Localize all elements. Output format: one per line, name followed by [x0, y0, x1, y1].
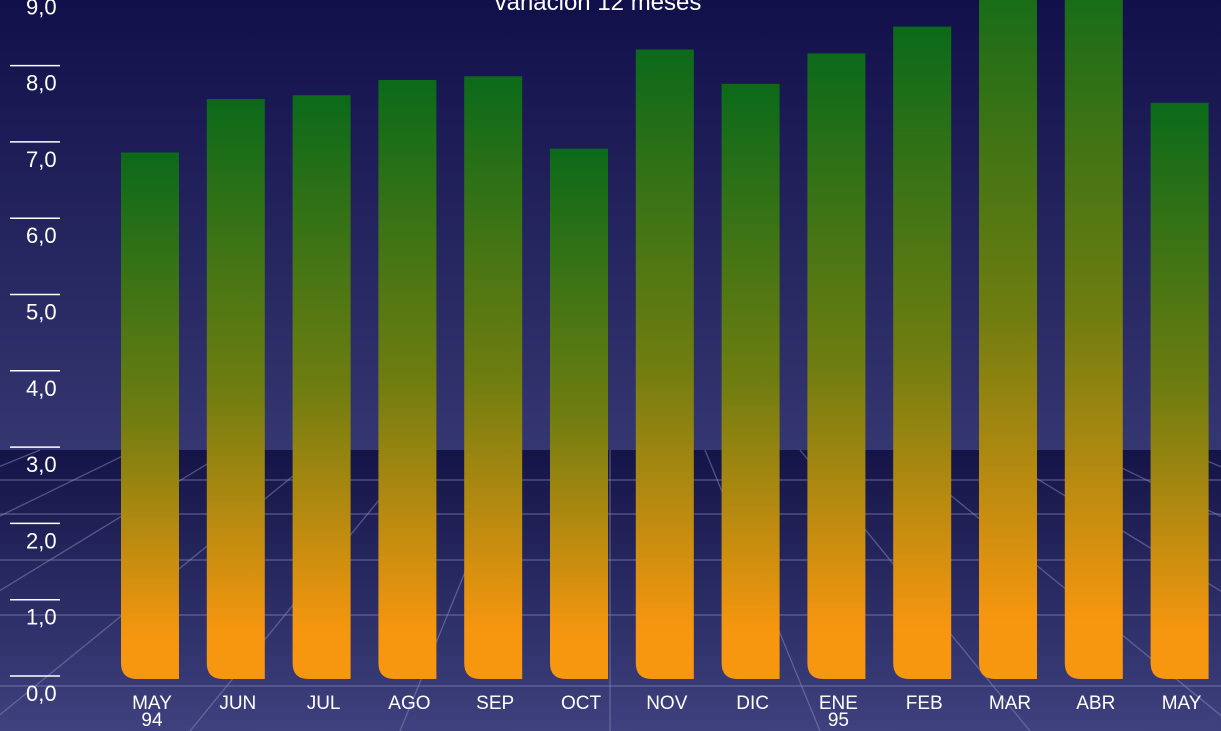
x-tick-label: DIC — [736, 693, 769, 714]
y-tick-label: 7,0 — [26, 147, 57, 172]
y-tick-label: 6,0 — [26, 223, 57, 248]
x-tick-label: 95 — [828, 710, 849, 731]
bar — [292, 95, 351, 680]
chart-title: variación 12 meses — [495, 0, 702, 16]
x-tick-label: MAY — [1162, 693, 1202, 714]
x-tick-label: FEB — [906, 693, 943, 714]
y-tick-label: 9,0 — [26, 0, 57, 19]
x-tick-label: MAY — [132, 693, 172, 714]
x-tick-label: ABR — [1076, 693, 1115, 714]
bar — [121, 152, 179, 679]
floor-grid-line — [0, 449, 136, 517]
x-tick-label: JUL — [307, 693, 341, 714]
bar — [550, 148, 608, 680]
bar — [1150, 102, 1209, 679]
bar — [893, 26, 952, 679]
y-tick-label: 0,0 — [26, 681, 57, 706]
y-axis: 0,0 1,0 2,0 3,0 4,0 5,0 6,0 7,0 8,0 9,0 — [10, 0, 60, 706]
x-tick-label: ENE — [819, 693, 858, 714]
y-tick-label: 1,0 — [26, 605, 57, 630]
x-tick-label: MAR — [989, 693, 1031, 714]
y-tick-label: 5,0 — [26, 300, 57, 325]
x-tick-label: OCT — [561, 693, 602, 714]
y-tick-label: 4,0 — [26, 376, 57, 401]
x-tick-label: JUN — [219, 693, 256, 714]
bar — [464, 76, 523, 680]
x-tick-label: 94 — [141, 710, 163, 731]
bar — [979, 0, 1037, 679]
bar-series — [121, 0, 1209, 680]
x-tick-label: NOV — [646, 693, 688, 714]
bar — [378, 80, 437, 680]
bar — [721, 83, 780, 680]
x-tick-label: SEP — [476, 693, 514, 714]
y-tick-label: 8,0 — [26, 71, 57, 96]
y-tick-label: 2,0 — [26, 528, 57, 553]
y-tick-label: 3,0 — [26, 452, 57, 477]
bar — [206, 99, 265, 680]
bar — [1064, 0, 1123, 679]
bar — [635, 49, 694, 679]
x-tick-label: AGO — [388, 693, 430, 714]
bar — [807, 53, 866, 679]
